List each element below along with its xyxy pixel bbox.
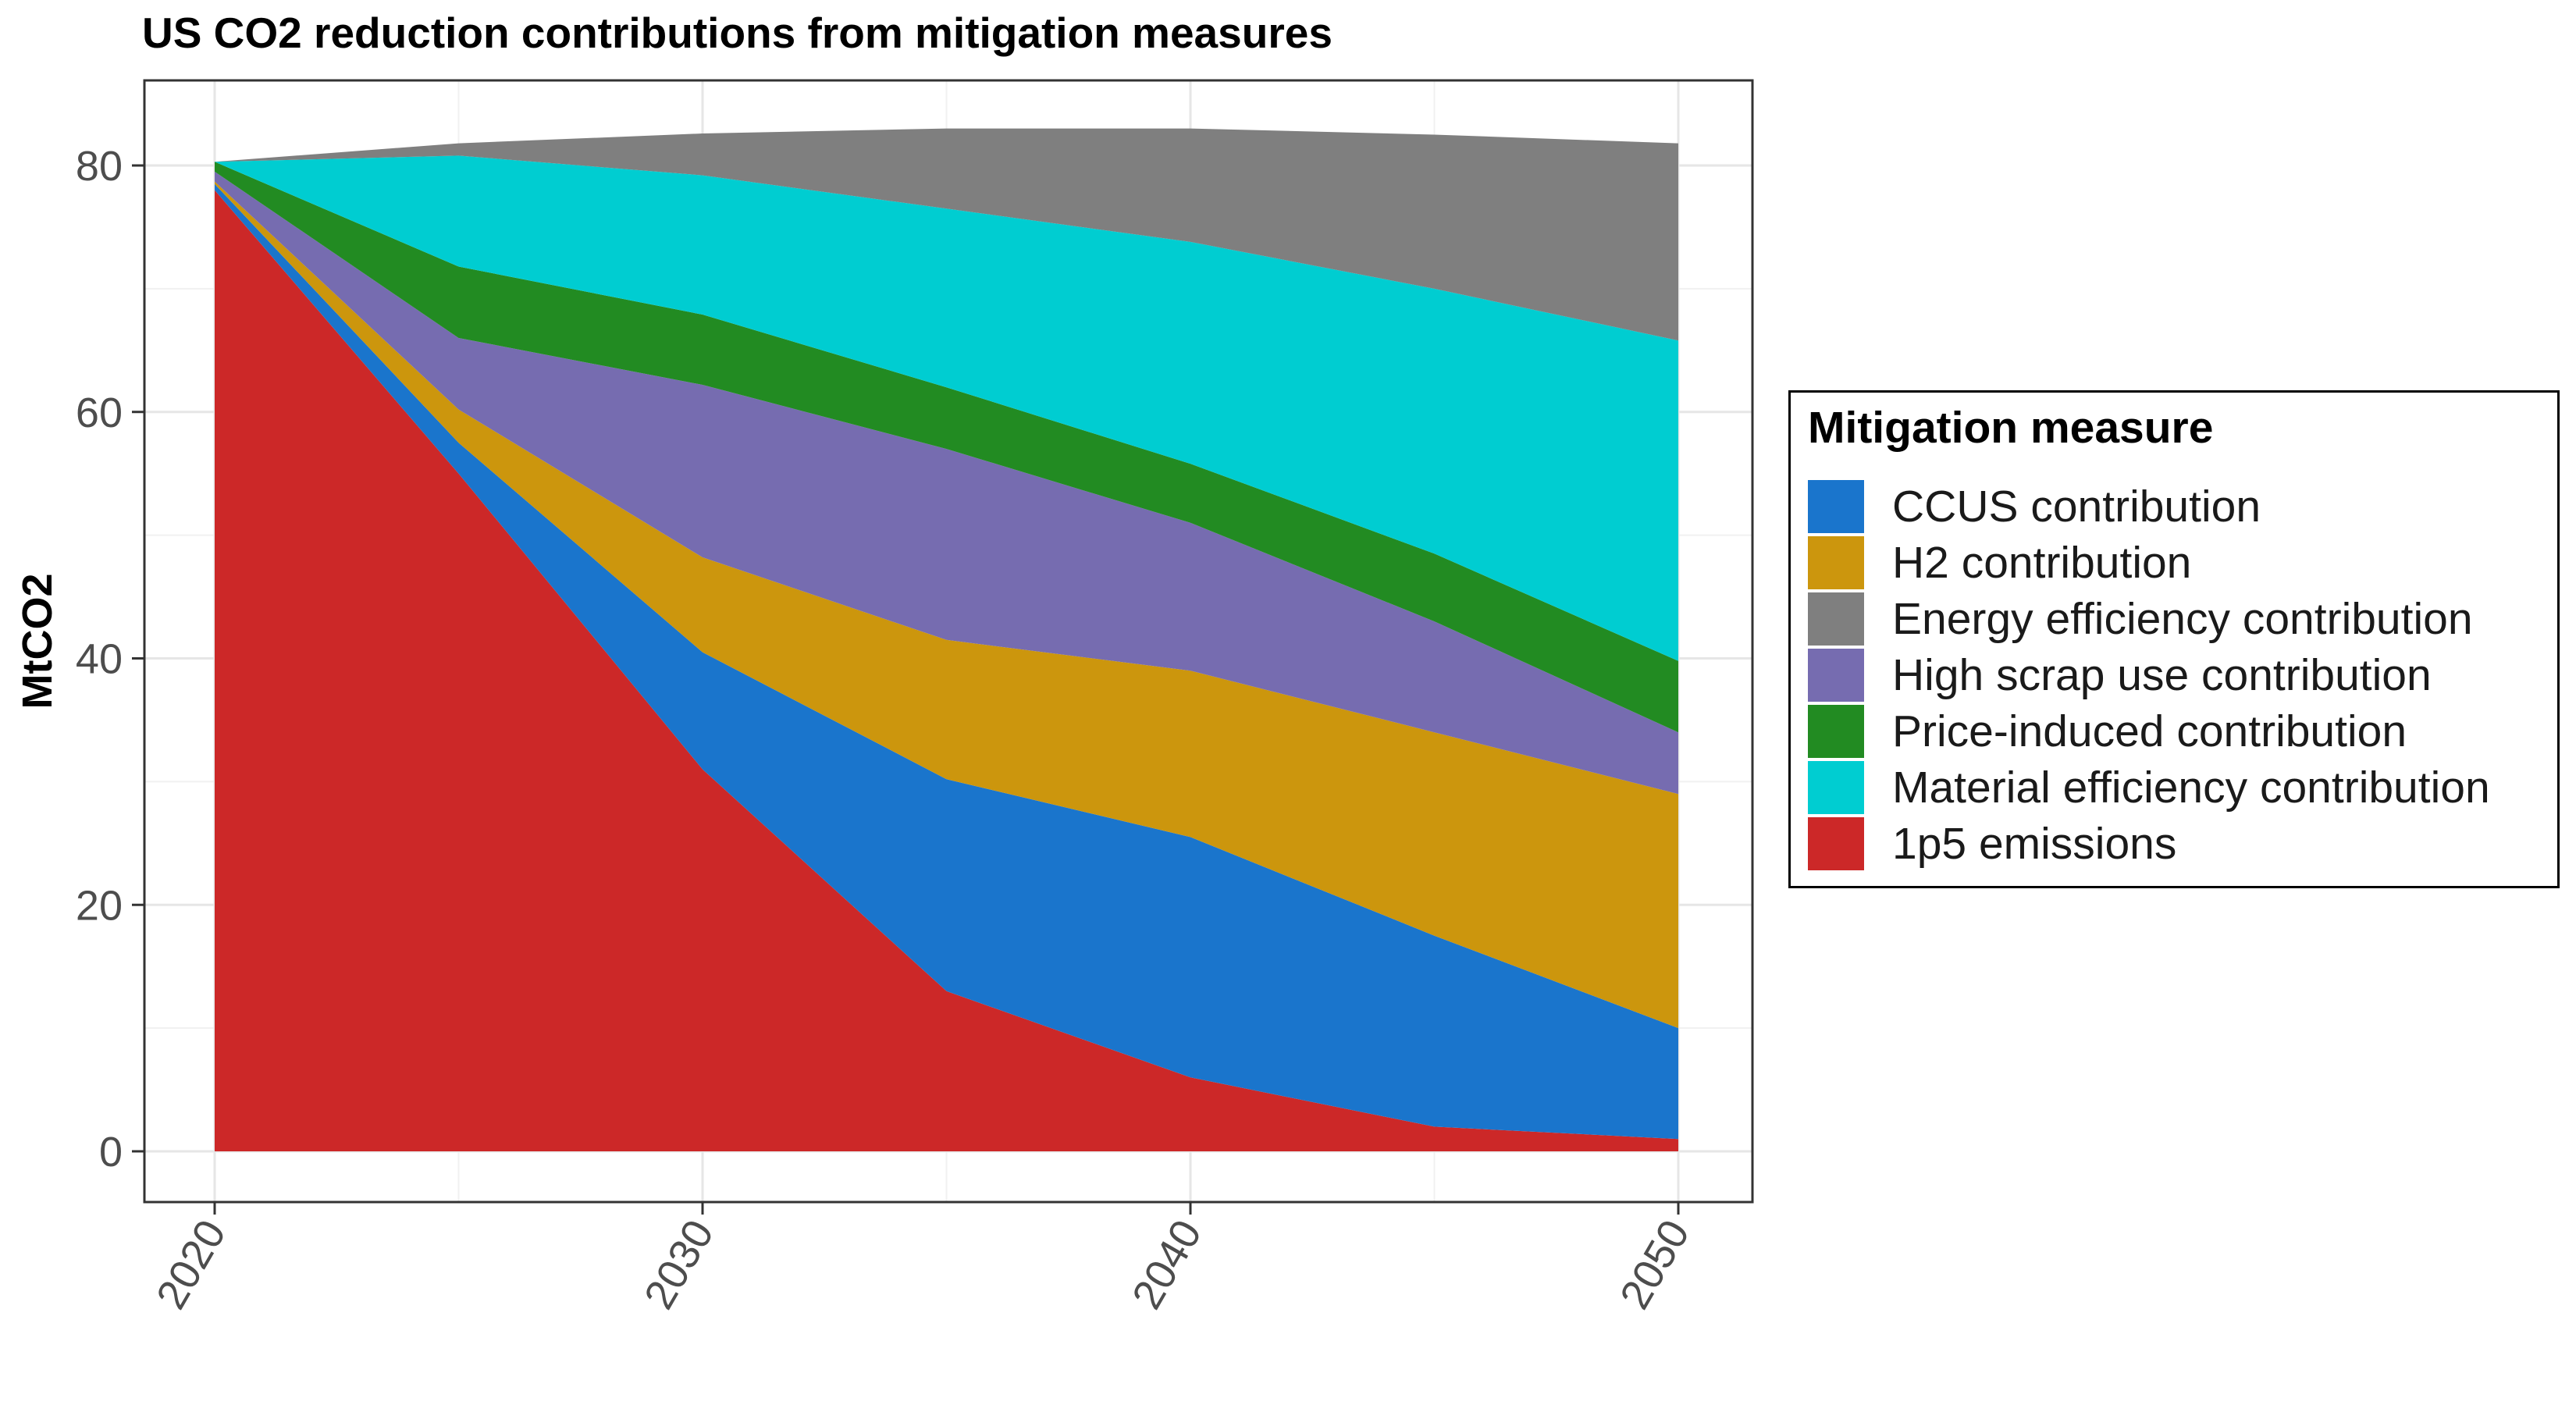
- area-material-efficiency-contribution: [215, 155, 1678, 661]
- area-1p5-emissions: [215, 190, 1678, 1152]
- x-tick-label: 2050: [1611, 1212, 1699, 1317]
- legend-swatch: [1808, 592, 1864, 646]
- area-ccus-contribution: [215, 183, 1678, 1140]
- legend-swatch: [1808, 761, 1864, 814]
- legend-swatch: [1808, 480, 1864, 533]
- x-tick-label: 2020: [148, 1212, 235, 1317]
- y-tick-label: 20: [76, 882, 123, 929]
- legend-item: H2 contribution: [1808, 535, 2557, 591]
- legend-swatch: [1808, 817, 1864, 870]
- legend-title: Mitigation measure: [1808, 403, 2214, 453]
- legend: Mitigation measure CCUS contribution H2 c…: [1788, 390, 2560, 888]
- x-tick-label: 2040: [1123, 1212, 1211, 1317]
- legend-label: Energy efficiency contribution: [1892, 594, 2473, 644]
- chart-title: US CO2 reduction contributions from miti…: [142, 9, 1332, 57]
- legend-swatch: [1808, 536, 1864, 589]
- legend-item: Price-induced contribution: [1808, 703, 2557, 759]
- y-tick-label: 40: [76, 636, 123, 683]
- legend-label: Price-induced contribution: [1892, 706, 2407, 756]
- area-high-scrap-use-contribution: [215, 171, 1678, 795]
- legend-swatch: [1808, 705, 1864, 758]
- plot-border: [143, 79, 1754, 1204]
- legend-items: CCUS contribution H2 contribution Energy e…: [1808, 478, 2557, 872]
- y-axis-label: MtCO2: [14, 574, 61, 710]
- legend-item: Energy efficiency contribution: [1808, 591, 2557, 647]
- area-h2-contribution: [215, 181, 1678, 1029]
- legend-item: High scrap use contribution: [1808, 647, 2557, 703]
- legend-item: 1p5 emissions: [1808, 816, 2557, 872]
- y-tick-label: 0: [99, 1129, 123, 1176]
- y-tick-label: 60: [76, 389, 123, 436]
- legend-label: H2 contribution: [1892, 538, 2192, 588]
- legend-label: High scrap use contribution: [1892, 650, 2432, 700]
- legend-item: Material efficiency contribution: [1808, 759, 2557, 816]
- area-price-induced-contribution: [215, 162, 1678, 733]
- x-tick-label: 2030: [635, 1212, 723, 1317]
- stacked-areas: [215, 128, 1678, 1152]
- area-energy-efficiency-contribution: [215, 128, 1678, 341]
- legend-label: 1p5 emissions: [1892, 819, 2177, 869]
- legend-label: Material efficiency contribution: [1892, 763, 2490, 813]
- legend-label: CCUS contribution: [1892, 482, 2261, 532]
- legend-swatch: [1808, 649, 1864, 702]
- legend-item: CCUS contribution: [1808, 478, 2557, 535]
- y-tick-label: 80: [76, 143, 123, 190]
